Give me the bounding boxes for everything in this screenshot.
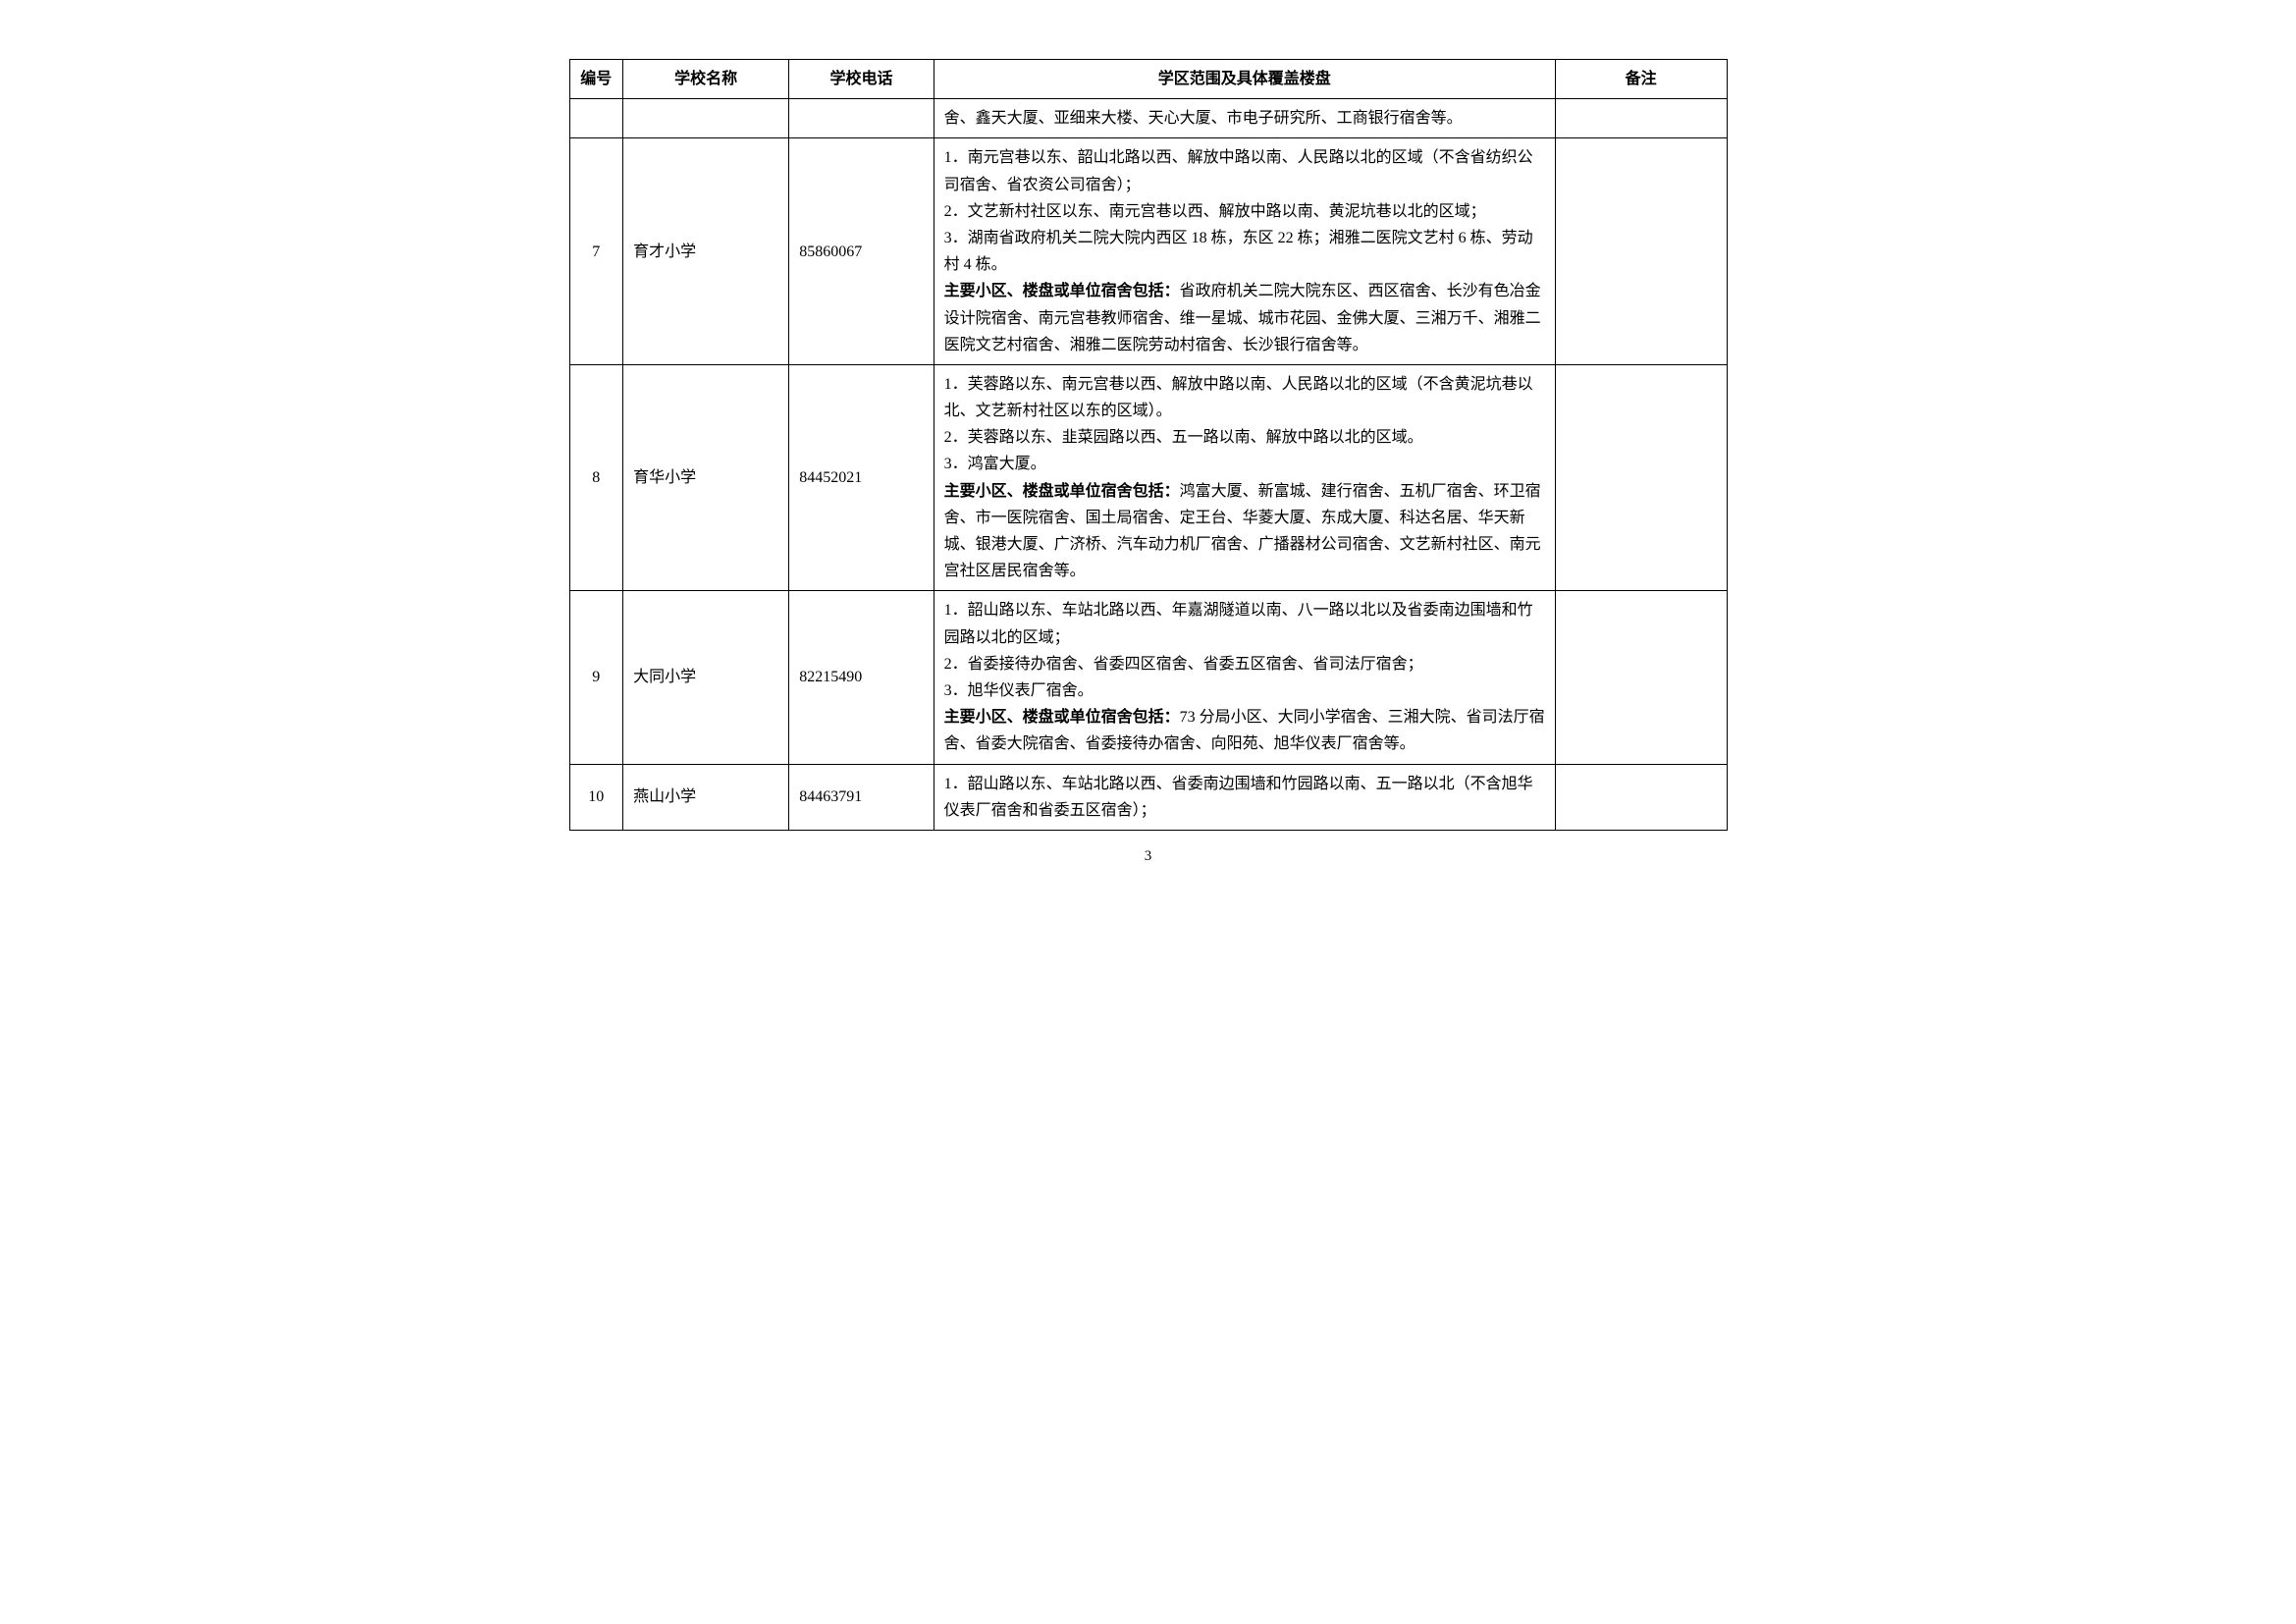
table-row: 7 育才小学 85860067 1．南元宫巷以东、韶山北路以西、解放中路以南、人… bbox=[569, 138, 1727, 365]
cell-name: 燕山小学 bbox=[623, 764, 789, 830]
scope-main: 主要小区、楼盘或单位宿舍包括：鸿富大厦、新富城、建行宿舍、五机厂宿舍、环卫宿舍、… bbox=[944, 478, 1547, 585]
scope-main-label: 主要小区、楼盘或单位宿舍包括： bbox=[944, 709, 1180, 726]
school-district-table: 编号 学校名称 学校电话 学区范围及具体覆盖楼盘 备注 舍、鑫天大厦、亚细来大楼… bbox=[569, 59, 1728, 831]
cell-num: 7 bbox=[569, 138, 623, 365]
table-row: 舍、鑫天大厦、亚细来大楼、天心大厦、市电子研究所、工商银行宿舍等。 bbox=[569, 99, 1727, 138]
scope-line: 3．湖南省政府机关二院大院内西区 18 栋，东区 22 栋；湘雅二医院文艺村 6… bbox=[944, 225, 1547, 278]
cell-phone bbox=[789, 99, 934, 138]
scope-line: 3．旭华仪表厂宿舍。 bbox=[944, 677, 1547, 704]
table-body: 舍、鑫天大厦、亚细来大楼、天心大厦、市电子研究所、工商银行宿舍等。 7 育才小学… bbox=[569, 99, 1727, 831]
cell-note bbox=[1555, 591, 1727, 764]
cell-note bbox=[1555, 99, 1727, 138]
scope-main: 主要小区、楼盘或单位宿舍包括：73 分局小区、大同小学宿舍、三湘大院、省司法厅宿… bbox=[944, 704, 1547, 757]
header-name: 学校名称 bbox=[623, 60, 789, 99]
cell-scope: 1．韶山路以东、车站北路以西、年嘉湖隧道以南、八一路以北以及省委南边围墙和竹园路… bbox=[934, 591, 1555, 764]
scope-line: 1．韶山路以东、车站北路以西、年嘉湖隧道以南、八一路以北以及省委南边围墙和竹园路… bbox=[944, 597, 1547, 650]
cell-name: 大同小学 bbox=[623, 591, 789, 764]
cell-scope: 1．南元宫巷以东、韶山北路以西、解放中路以南、人民路以北的区域（不含省纺织公司宿… bbox=[934, 138, 1555, 365]
scope-main-label: 主要小区、楼盘或单位宿舍包括： bbox=[944, 283, 1180, 299]
cell-name: 育华小学 bbox=[623, 364, 789, 591]
cell-phone: 84463791 bbox=[789, 764, 934, 830]
cell-num bbox=[569, 99, 623, 138]
scope-main-label: 主要小区、楼盘或单位宿舍包括： bbox=[944, 483, 1180, 500]
scope-line: 1．芙蓉路以东、南元宫巷以西、解放中路以南、人民路以北的区域（不含黄泥坑巷以北、… bbox=[944, 371, 1547, 424]
scope-main: 主要小区、楼盘或单位宿舍包括：省政府机关二院大院东区、西区宿舍、长沙有色冶金设计… bbox=[944, 278, 1547, 358]
scope-line: 1．韶山路以东、车站北路以西、省委南边围墙和竹园路以南、五一路以北（不含旭华仪表… bbox=[944, 771, 1547, 824]
cell-scope: 舍、鑫天大厦、亚细来大楼、天心大厦、市电子研究所、工商银行宿舍等。 bbox=[934, 99, 1555, 138]
cell-phone: 85860067 bbox=[789, 138, 934, 365]
cell-scope: 1．韶山路以东、车站北路以西、省委南边围墙和竹园路以南、五一路以北（不含旭华仪表… bbox=[934, 764, 1555, 830]
table-row: 10 燕山小学 84463791 1．韶山路以东、车站北路以西、省委南边围墙和竹… bbox=[569, 764, 1727, 830]
scope-line: 3．鸿富大厦。 bbox=[944, 451, 1547, 477]
scope-line: 1．南元宫巷以东、韶山北路以西、解放中路以南、人民路以北的区域（不含省纺织公司宿… bbox=[944, 144, 1547, 197]
scope-line: 2．芙蓉路以东、韭菜园路以西、五一路以南、解放中路以北的区域。 bbox=[944, 424, 1547, 451]
page-number: 3 bbox=[569, 848, 1728, 865]
cell-scope: 1．芙蓉路以东、南元宫巷以西、解放中路以南、人民路以北的区域（不含黄泥坑巷以北、… bbox=[934, 364, 1555, 591]
table-row: 8 育华小学 84452021 1．芙蓉路以东、南元宫巷以西、解放中路以南、人民… bbox=[569, 364, 1727, 591]
cell-num: 8 bbox=[569, 364, 623, 591]
page-container: 编号 学校名称 学校电话 学区范围及具体覆盖楼盘 备注 舍、鑫天大厦、亚细来大楼… bbox=[569, 59, 1728, 865]
cell-name bbox=[623, 99, 789, 138]
header-num: 编号 bbox=[569, 60, 623, 99]
cell-phone: 84452021 bbox=[789, 364, 934, 591]
cell-phone: 82215490 bbox=[789, 591, 934, 764]
cell-num: 9 bbox=[569, 591, 623, 764]
header-note: 备注 bbox=[1555, 60, 1727, 99]
cell-note bbox=[1555, 764, 1727, 830]
cell-note bbox=[1555, 364, 1727, 591]
header-phone: 学校电话 bbox=[789, 60, 934, 99]
scope-line: 2．文艺新村社区以东、南元宫巷以西、解放中路以南、黄泥坑巷以北的区域； bbox=[944, 198, 1547, 225]
header-row: 编号 学校名称 学校电话 学区范围及具体覆盖楼盘 备注 bbox=[569, 60, 1727, 99]
cell-num: 10 bbox=[569, 764, 623, 830]
scope-line: 2．省委接待办宿舍、省委四区宿舍、省委五区宿舍、省司法厅宿舍； bbox=[944, 651, 1547, 677]
table-row: 9 大同小学 82215490 1．韶山路以东、车站北路以西、年嘉湖隧道以南、八… bbox=[569, 591, 1727, 764]
cell-note bbox=[1555, 138, 1727, 365]
cell-name: 育才小学 bbox=[623, 138, 789, 365]
header-scope: 学区范围及具体覆盖楼盘 bbox=[934, 60, 1555, 99]
